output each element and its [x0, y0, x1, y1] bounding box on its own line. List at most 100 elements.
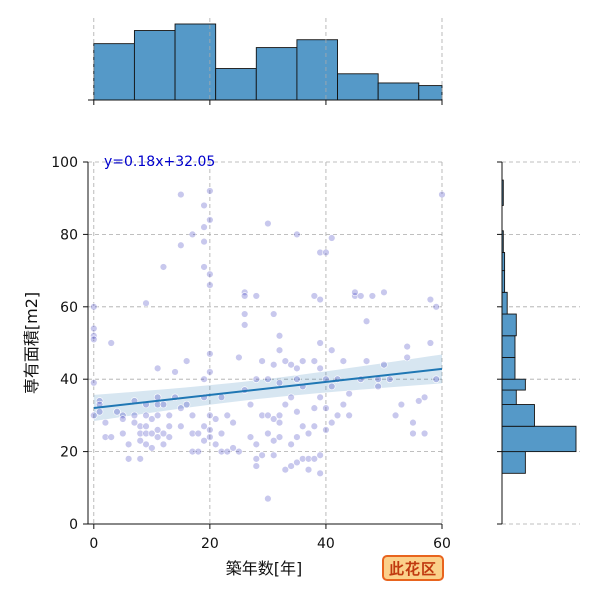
scatter-point	[90, 411, 98, 420]
scatter-point	[397, 400, 406, 409]
scatter-point	[345, 389, 353, 398]
scatter-point	[136, 437, 144, 445]
scatter-point	[206, 350, 214, 358]
scatter-point	[299, 455, 307, 463]
scatter-point	[264, 219, 272, 228]
scatter-point	[252, 462, 260, 470]
scatter-point	[281, 400, 290, 409]
marginal-y-histogram	[497, 161, 580, 525]
scatter-point	[264, 375, 272, 383]
scatter-point	[322, 404, 330, 412]
scatter-point	[240, 310, 249, 318]
scatter-point	[206, 426, 214, 434]
scatter-point	[270, 415, 278, 423]
marginal-y-bar	[501, 335, 516, 358]
marginal-x-bar	[418, 85, 443, 101]
scatter-point	[107, 433, 115, 441]
scatter-point	[223, 447, 231, 456]
scatter-point	[130, 411, 139, 420]
scatter-point	[124, 455, 133, 463]
scatter-point	[304, 429, 313, 438]
scatter-point	[229, 444, 237, 452]
scatter-point	[90, 379, 98, 387]
scatter-point	[316, 393, 324, 401]
scatter-point	[316, 451, 324, 459]
scatter-point	[246, 433, 255, 441]
scatter-point	[177, 422, 185, 430]
scatter-point	[362, 357, 371, 365]
scatter-point	[165, 433, 173, 441]
regression-equation: y=0.18x+32.05	[104, 154, 215, 170]
scatter-panel: 0 20 40 60 0 20 40 60 80 100	[51, 155, 451, 552]
scatter-point	[252, 440, 260, 449]
scatter-point	[264, 494, 272, 503]
y-tick-label: 0	[69, 517, 78, 533]
scatter-point	[432, 303, 440, 311]
scatter-point	[200, 201, 208, 210]
y-axis-label: 専有面積[m2]	[22, 292, 41, 394]
scatter-point	[287, 440, 295, 449]
scatter-point	[130, 418, 139, 427]
scatter-point	[188, 230, 197, 239]
scatter-point	[148, 444, 156, 452]
marginal-x-bar	[296, 39, 338, 101]
scatter-point	[211, 440, 220, 449]
scatter-point	[148, 429, 156, 438]
scatter-point	[310, 422, 319, 430]
marginal-y-bar	[501, 451, 526, 474]
scatter-point	[293, 458, 301, 467]
marginal-x-bar	[255, 47, 298, 101]
scatter-point	[90, 303, 98, 311]
scatter-point	[159, 440, 168, 449]
scatter-point	[136, 422, 144, 430]
marginal-y-bar	[501, 425, 577, 453]
scatter-point	[194, 429, 202, 438]
scatter-point	[409, 418, 417, 427]
scatter-point	[299, 422, 307, 430]
marginal-y-bar	[501, 404, 535, 427]
scatter-point	[293, 433, 301, 441]
scatter-point	[177, 404, 185, 412]
scatter-point	[426, 295, 435, 304]
scatter-point	[275, 379, 284, 387]
scatter-point	[345, 411, 353, 420]
scatter-point	[252, 375, 260, 383]
scatter-point	[293, 408, 301, 416]
x-tick-label: 60	[433, 536, 451, 552]
scatter-point	[206, 281, 214, 289]
x-tick-label: 20	[201, 536, 219, 552]
scatter-point	[264, 429, 272, 438]
scatter-point	[403, 342, 411, 351]
scatter-point	[339, 357, 348, 365]
scatter-point	[316, 364, 324, 373]
scatter-point	[90, 324, 98, 333]
scatter-point	[124, 440, 133, 449]
regression-line	[93, 367, 443, 409]
scatter-point	[328, 418, 336, 427]
y-tick-label: 100	[51, 155, 78, 171]
scatter-point	[182, 357, 191, 365]
x-axis-label: 築年数[年]	[226, 559, 303, 578]
scatter-point	[281, 466, 290, 474]
marginal-y-bar	[501, 389, 517, 405]
scatter-point	[136, 455, 144, 463]
scatter-point	[281, 357, 290, 365]
scatter-point	[240, 292, 249, 300]
marginal-x-bar	[377, 82, 420, 101]
scatter-point	[206, 411, 214, 420]
scatter-point	[246, 400, 255, 409]
scatter-point	[153, 411, 162, 420]
marginal-x-histogram	[88, 18, 443, 105]
scatter-point	[304, 466, 313, 474]
scatter-point	[293, 364, 301, 373]
scatter-point	[426, 339, 435, 347]
scatter-point	[206, 187, 214, 195]
scatter-point	[339, 400, 348, 409]
scatter-point	[438, 190, 446, 199]
scatter-point	[316, 248, 324, 257]
scatter-point	[229, 418, 237, 427]
scatter-point	[95, 408, 104, 416]
scatter-point	[142, 429, 150, 438]
